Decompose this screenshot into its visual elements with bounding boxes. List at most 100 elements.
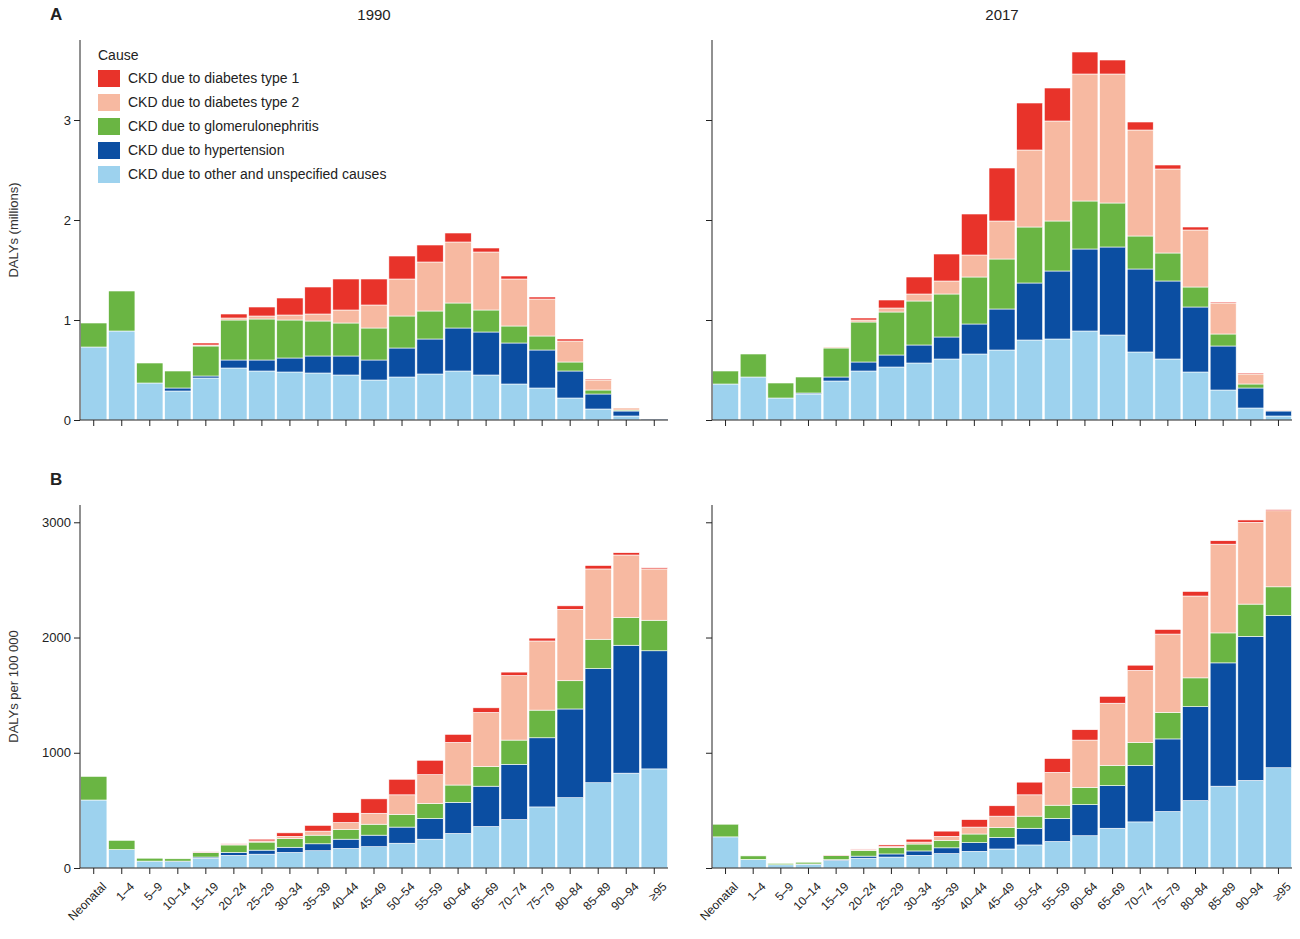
panel-label: B — [50, 470, 62, 489]
bar-segment — [768, 863, 794, 864]
bar-segment — [740, 377, 766, 420]
bar-segment — [1210, 633, 1236, 663]
bar-segment — [1155, 281, 1181, 359]
x-tick-mark — [1278, 420, 1279, 426]
bar-segment — [361, 380, 387, 420]
x-tick: 45–49 — [356, 868, 390, 913]
legend-swatch — [98, 142, 120, 159]
x-tick: 60–64 — [1067, 868, 1101, 913]
x-tick-mark — [1029, 868, 1030, 874]
bar-segment — [585, 639, 611, 668]
x-tick — [149, 420, 150, 426]
bar-segment — [137, 858, 163, 861]
bar-segment — [501, 820, 527, 868]
bar-segment — [1183, 372, 1209, 420]
y-axis-line — [712, 40, 713, 420]
x-tick — [891, 420, 892, 426]
bar-segment — [501, 276, 527, 279]
x-tick — [177, 420, 178, 426]
y-tick-mark — [74, 120, 80, 121]
bar-segment — [389, 279, 415, 316]
bar-segment — [1072, 730, 1098, 740]
y-tick-label: 1000 — [42, 745, 71, 760]
x-tick-label: 85–89 — [580, 879, 614, 913]
bar-segment — [989, 309, 1015, 350]
bar-segment — [1017, 227, 1043, 283]
bar-segment — [613, 416, 639, 420]
x-tick: 80–84 — [552, 868, 586, 913]
x-tick-mark — [626, 420, 627, 426]
bar-segment — [1210, 541, 1236, 544]
y-axis-line — [80, 40, 81, 420]
bar-segment — [641, 568, 667, 569]
bar-segment — [557, 398, 583, 420]
bar-segment — [1100, 247, 1126, 335]
bar-segment — [1017, 340, 1043, 420]
bar-segment — [740, 354, 766, 355]
bar-segment — [1100, 74, 1126, 203]
bar-segment — [333, 813, 359, 823]
x-tick-mark — [654, 420, 655, 426]
bar-segment — [529, 638, 555, 641]
bar-segment — [333, 323, 359, 356]
bar-segment — [1238, 604, 1264, 636]
bar-segment — [1183, 287, 1209, 307]
bar-segment — [1044, 805, 1070, 818]
bar-segment — [1017, 816, 1043, 828]
x-tick: 15–19 — [818, 868, 852, 913]
x-tick-label: ≥95 — [646, 879, 670, 903]
bar-segment — [713, 371, 739, 384]
bar-segment — [961, 827, 987, 834]
x-tick — [205, 420, 206, 426]
x-tick — [93, 420, 94, 426]
bar-segment — [249, 307, 275, 316]
bar-segment — [1072, 249, 1098, 331]
bar-segment — [851, 318, 877, 320]
x-tick — [514, 420, 515, 426]
bar-segment — [249, 850, 275, 854]
bar-segment — [641, 569, 667, 620]
bar-segment — [473, 332, 499, 375]
bar-segment — [1238, 636, 1264, 780]
y-tick — [706, 753, 712, 754]
bar-segment — [529, 336, 555, 350]
x-tick — [654, 420, 655, 426]
x-tick — [1223, 420, 1224, 426]
bar-segment — [1044, 772, 1070, 805]
bar-segment — [1265, 587, 1291, 616]
bar-segment — [989, 259, 1015, 309]
bar-segment — [1127, 130, 1153, 236]
bar-segment — [137, 858, 163, 859]
bar-segment — [961, 255, 987, 277]
x-axis — [80, 420, 668, 426]
bar-segment — [795, 862, 821, 864]
x-tick-mark — [430, 420, 431, 426]
bar-segment — [445, 328, 471, 371]
bar-segment — [878, 857, 904, 868]
bar-segment — [333, 822, 359, 829]
bar-segment — [389, 256, 415, 279]
x-tick-mark — [725, 868, 726, 874]
bar-segment — [333, 829, 359, 839]
bar-segment — [221, 843, 247, 845]
bar-segment — [1155, 253, 1181, 281]
bar-segment — [641, 620, 667, 651]
x-tick-mark — [374, 420, 375, 426]
x-tick — [1029, 420, 1030, 426]
bar-segment — [501, 279, 527, 326]
bar-segment — [878, 845, 904, 846]
bar-segment — [193, 851, 219, 852]
bar-segment — [1238, 384, 1264, 388]
bar-segment — [305, 287, 331, 314]
bar-segment — [613, 618, 639, 646]
x-tick — [808, 420, 809, 426]
bar-segment — [1100, 703, 1126, 765]
bar-segment — [851, 850, 877, 856]
bar-segment — [529, 738, 555, 807]
bar-segment — [1017, 828, 1043, 845]
bar-segment — [1238, 408, 1264, 420]
bar-segment — [389, 814, 415, 827]
x-tick-mark — [753, 420, 754, 426]
x-tick — [374, 420, 375, 426]
bar-segment — [473, 310, 499, 332]
